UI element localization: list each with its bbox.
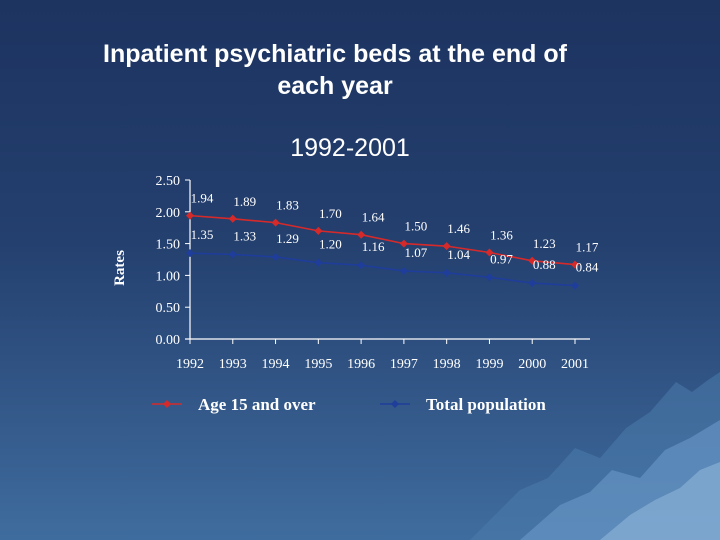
- data-point: [228, 250, 237, 259]
- data-point: [399, 266, 408, 275]
- y-tick-label: 2.50: [156, 174, 181, 189]
- data-label: 1.17: [576, 240, 599, 255]
- x-tick-label: 1994: [262, 357, 290, 372]
- y-tick-label: 0.00: [156, 333, 181, 348]
- y-tick-label: 0.50: [156, 301, 181, 316]
- data-label: 1.29: [276, 231, 299, 246]
- x-tick-label: 1992: [176, 357, 204, 372]
- data-label: 1.36: [490, 228, 513, 243]
- data-label: 1.07: [405, 245, 428, 260]
- data-point: [485, 273, 494, 282]
- data-point: [314, 258, 323, 267]
- data-point: [528, 279, 537, 288]
- data-label: 1.89: [233, 194, 256, 209]
- data-point: [485, 248, 494, 257]
- data-point: [314, 226, 323, 235]
- data-label: 1.70: [319, 206, 342, 221]
- data-point: [571, 260, 579, 269]
- data-label: 0.84: [576, 260, 599, 275]
- data-label: 1.94: [191, 191, 214, 206]
- y-tick-label: 1.00: [156, 269, 181, 284]
- data-point: [186, 211, 194, 220]
- x-tick-label: 1998: [433, 357, 461, 372]
- data-point: [228, 214, 237, 223]
- data-point: [528, 256, 537, 265]
- y-tick-label: 1.50: [156, 238, 181, 253]
- x-tick-label: 2001: [561, 357, 589, 372]
- x-tick-label: 1995: [304, 357, 332, 372]
- data-point: [399, 239, 408, 248]
- y-tick-label: 2.00: [156, 206, 181, 221]
- data-label: 1.64: [362, 210, 385, 225]
- data-point: [442, 242, 451, 251]
- title-line-1: Inpatient psychiatric beds at the end of: [103, 40, 567, 68]
- data-point: [271, 252, 280, 261]
- data-label: 0.88: [533, 257, 556, 272]
- data-label: 1.46: [447, 221, 470, 236]
- legend-marker: [391, 400, 399, 408]
- data-label: 1.50: [405, 219, 428, 234]
- data-label: 1.20: [319, 237, 342, 252]
- x-tick-label: 1999: [475, 357, 503, 372]
- x-tick-label: 1997: [390, 357, 418, 372]
- series-line: [189, 214, 576, 266]
- data-label: 0.97: [490, 251, 513, 266]
- data-point: [357, 230, 366, 239]
- data-label: 1.04: [447, 247, 470, 262]
- x-tick-label: 2000: [518, 357, 546, 372]
- data-label: 1.33: [233, 228, 256, 243]
- series-line: [189, 252, 576, 287]
- slide-title: Inpatient psychiatric beds at the end of…: [40, 38, 630, 102]
- legend-label: Total population: [426, 395, 546, 414]
- data-point: [186, 249, 194, 258]
- data-point: [442, 268, 451, 277]
- title-line-2: each year: [277, 72, 393, 100]
- y-axis-title: Rates: [112, 250, 128, 286]
- x-tick-label: 1993: [219, 357, 247, 372]
- data-point: [571, 281, 579, 290]
- data-point: [271, 218, 280, 227]
- data-label: 1.83: [276, 198, 299, 213]
- data-label: 1.23: [533, 236, 556, 251]
- data-label: 1.16: [362, 239, 385, 254]
- legend-label: Age 15 and over: [198, 395, 316, 414]
- data-point: [357, 261, 366, 270]
- slide-subtitle: 1992-2001: [290, 134, 410, 162]
- x-tick-label: 1996: [347, 357, 375, 372]
- data-label: 1.35: [191, 227, 214, 242]
- legend-marker: [163, 400, 171, 408]
